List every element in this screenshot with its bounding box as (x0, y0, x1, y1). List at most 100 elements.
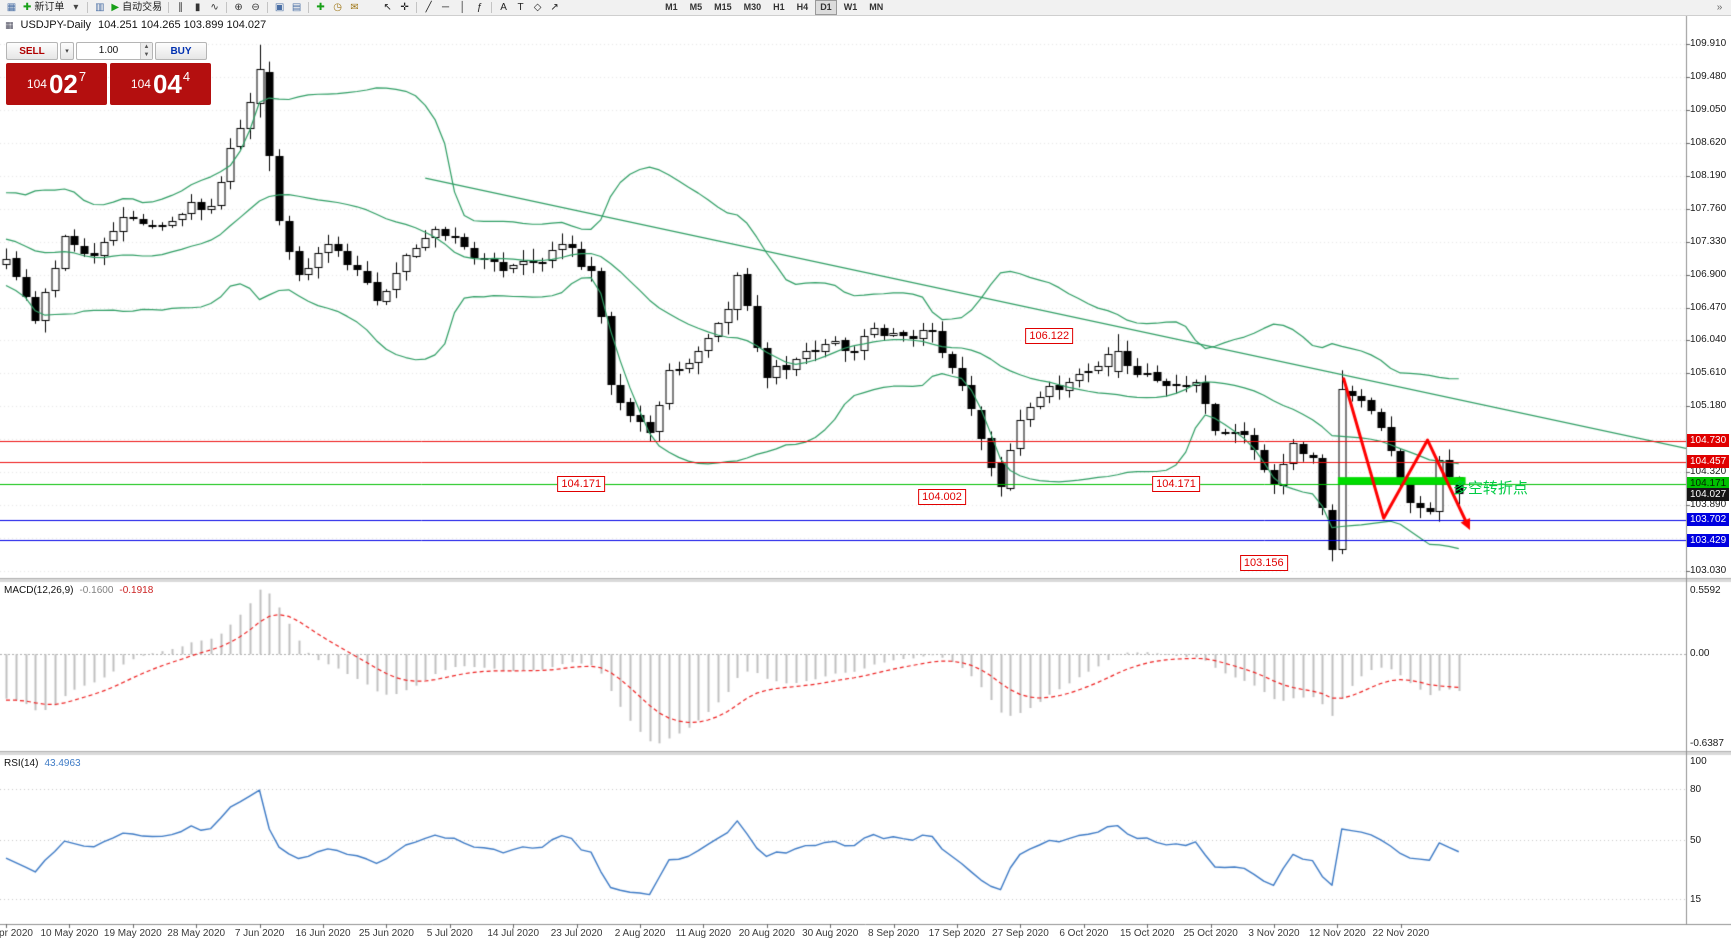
buy-price-box[interactable]: 104 04 4 (110, 63, 211, 105)
price-axis-label: 107.760 (1690, 202, 1727, 214)
timeframe-button-w1[interactable]: W1 (843, 2, 858, 12)
date-axis-label: 8 Sep 2020 (868, 928, 920, 939)
date-axis-label: 6 Oct 2020 (1059, 928, 1109, 939)
annotation-text[interactable]: 多空转折点 (1452, 479, 1528, 497)
date-axis-label: 19 May 2020 (103, 928, 162, 939)
macd-main-value: -0.1600 (79, 585, 114, 596)
date-axis-label: 11 Aug 2020 (675, 928, 732, 939)
toolbar-separator (87, 2, 89, 13)
toolbar-separator (168, 2, 170, 13)
price-axis-label: 109.480 (1690, 70, 1727, 82)
fibonacci-icon[interactable]: ƒ (476, 1, 483, 13)
sell-price-box[interactable]: 104 02 7 (6, 63, 107, 105)
date-axis-label: 16 Jun 2020 (295, 928, 351, 939)
zoom-out-icon[interactable]: ⊖ (251, 1, 260, 13)
zoom-in-icon[interactable]: ⊕ (234, 1, 243, 13)
volume-stepper[interactable]: 1.00 ▲ ▼ (76, 42, 153, 60)
timeframe-button-h1[interactable]: H1 (773, 2, 785, 12)
arrow-objects-icon[interactable]: ↗ (550, 1, 559, 13)
cursor-icon[interactable]: ↖ (383, 1, 392, 13)
mailbox-icon[interactable]: ✉ (350, 1, 359, 13)
macd-axis-label: -0.6387 (1690, 738, 1724, 749)
volume-spinner[interactable]: ▲ ▼ (140, 43, 152, 59)
rsi-indicator-label: RSI(14) 43.4963 (4, 758, 87, 769)
bar-chart-icon[interactable]: ∥ (178, 1, 184, 13)
rsi-axis-label: 50 (1690, 834, 1702, 846)
bid-prefix: 104 (26, 77, 47, 91)
timeframe-button-m15[interactable]: M15 (714, 2, 732, 12)
date-axis-label: 2 Aug 2020 (614, 928, 666, 939)
date-axis-label: 30 Aug 2020 (802, 928, 859, 939)
price-axis-support-level: 103.702 (1687, 513, 1730, 527)
timeframe-button-m1[interactable]: M1 (665, 2, 678, 12)
date-axis-label: 22 Nov 2020 (1372, 928, 1430, 939)
cascade-windows-icon[interactable]: ▤ (291, 1, 302, 13)
price-callout-label[interactable]: 103.156 (1239, 554, 1288, 571)
new-order-button[interactable]: ✚ 新订单 (20, 1, 67, 15)
sell-button[interactable]: SELL (6, 42, 58, 60)
autotrading-button[interactable]: ▶ 自动交易 (108, 1, 165, 15)
shapes-icon[interactable]: ◇ (533, 1, 542, 13)
timeframe-button-mn[interactable]: MN (869, 2, 884, 12)
price-callout-label[interactable]: 106.122 (1025, 327, 1074, 344)
chart-window-icon[interactable]: ▦ (6, 1, 17, 13)
price-axis-label: 109.050 (1690, 103, 1727, 115)
vertical-line-icon[interactable]: │ (459, 1, 466, 13)
buy-button[interactable]: BUY (155, 42, 207, 60)
ask-pips: 04 (152, 69, 182, 99)
order-type-dropdown[interactable]: ▾ (60, 42, 74, 60)
profiles-icon[interactable]: ▥ (95, 1, 105, 13)
text-icon[interactable]: A (500, 1, 507, 13)
toolbar-separator (491, 2, 493, 13)
price-axis-resistance-level: 104.730 (1687, 434, 1730, 448)
volume-up-icon[interactable]: ▲ (143, 44, 150, 50)
ask-prefix: 104 (130, 77, 151, 91)
price-axis-label: 103.890 (1690, 499, 1727, 511)
chart-symbol-label: USDJPY-Daily (20, 19, 92, 31)
price-axis-current-price: 104.027 (1687, 488, 1730, 502)
candlestick-chart-icon[interactable]: ▮ (194, 1, 201, 13)
timeframe-button-m30[interactable]: M30 (743, 2, 762, 12)
price-axis-label: 105.610 (1690, 367, 1727, 379)
price-axis-label: 105.180 (1690, 400, 1727, 412)
chart-mini-icon: ▦ (5, 19, 14, 30)
price-axis-label: 108.620 (1690, 136, 1727, 148)
period-converter-icon[interactable]: ◷ (333, 1, 342, 13)
date-axis-label: 12 Nov 2020 (1309, 928, 1366, 939)
rsi-axis-label: 15 (1690, 893, 1702, 905)
horizontal-line-icon[interactable]: ─ (442, 1, 450, 13)
date-axis-label: 27 Sep 2020 (992, 928, 1049, 939)
price-callout-label[interactable]: 104.171 (557, 475, 606, 492)
toolbar-separator (416, 2, 418, 13)
toolbar-spacer (563, 7, 659, 8)
new-order-button-icon: ✚ (23, 2, 32, 13)
timeframe-button-m5[interactable]: M5 (689, 2, 703, 12)
toolbar-separator (226, 2, 228, 13)
line-chart-icon[interactable]: ∿ (210, 1, 219, 13)
rsi-value: 43.4963 (44, 758, 81, 769)
tile-windows-icon[interactable]: ▣ (274, 1, 285, 13)
new-order-button-label: 新订单 (34, 2, 65, 13)
price-axis-support-level: 104.171 (1687, 477, 1730, 491)
toolbar-spacer (363, 7, 379, 8)
macd-axis-label: 0.5592 (1690, 585, 1721, 596)
date-axis-label: 25 Jun 2020 (358, 928, 414, 939)
bid-pips: 02 (48, 69, 78, 99)
price-callout-label[interactable]: 104.171 (1152, 475, 1200, 492)
autotrading-button-icon: ▶ (111, 2, 120, 13)
volume-value: 1.00 (98, 45, 119, 56)
price-callout-label[interactable]: 104.002 (918, 489, 966, 506)
volume-down-icon[interactable]: ▼ (143, 52, 150, 58)
trendline-icon[interactable]: ╱ (425, 1, 432, 13)
new-order-dropdown-icon[interactable]: ▾ (73, 1, 79, 13)
price-axis-label: 107.330 (1690, 235, 1727, 247)
timeframe-button-h4[interactable]: H4 (796, 2, 809, 12)
toolbar-overflow-icon[interactable]: » (1716, 1, 1723, 13)
text-label-icon[interactable]: T (517, 1, 524, 13)
crosshair-icon[interactable]: ✛ (400, 1, 409, 13)
timeframe-button-d1[interactable]: D1 (815, 0, 837, 15)
price-axis-resistance-level: 104.457 (1687, 455, 1730, 469)
rsi-axis-label: 100 (1690, 756, 1707, 767)
add-object-icon[interactable]: ✚ (316, 1, 325, 13)
